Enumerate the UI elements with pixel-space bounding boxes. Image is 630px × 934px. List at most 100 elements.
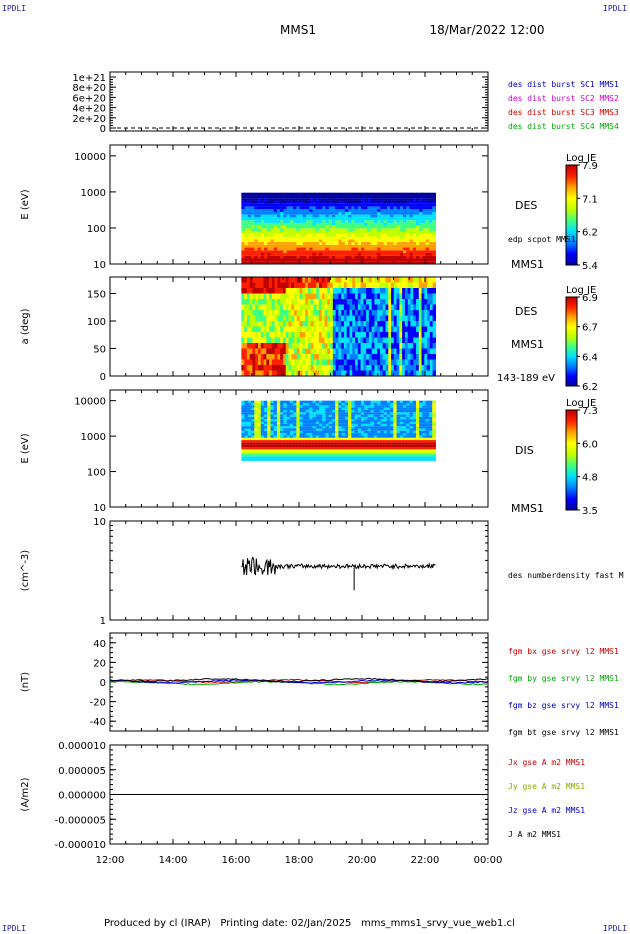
spectrogram-cell	[344, 239, 349, 243]
spectrogram-cell	[383, 192, 388, 196]
spectrogram-cell	[270, 435, 275, 438]
spectrogram-cell	[276, 423, 281, 427]
y-tick-label: -0.000010	[55, 840, 106, 851]
spectrogram-cell	[419, 437, 424, 441]
spectrogram-cell	[309, 206, 314, 210]
spectrogram-cell	[391, 326, 395, 332]
spectrogram-cell	[370, 250, 375, 254]
spectrogram-cell	[331, 419, 336, 422]
spectrogram-cell	[260, 435, 265, 438]
spectrogram-cell	[283, 446, 288, 450]
spectrogram-cell	[432, 315, 436, 321]
spectrogram-cell	[247, 203, 252, 207]
spectrogram-cell	[348, 440, 352, 443]
spectrogram-cell	[432, 435, 436, 438]
spectrogram-cell	[346, 348, 351, 354]
spectrogram-cell	[327, 293, 331, 299]
spectrogram-cell	[357, 370, 362, 376]
spectrogram-cell	[286, 421, 291, 424]
spectrogram-cell	[354, 236, 359, 240]
spectrogram-cell	[244, 255, 249, 259]
spectrogram-cell	[367, 456, 372, 459]
spectrogram-cell	[380, 419, 385, 422]
spectrogram-cell	[432, 407, 436, 410]
spectrogram-cell	[312, 206, 317, 210]
spectrogram-cell	[247, 242, 252, 245]
spectrogram-cell	[331, 255, 336, 259]
spectrogram-cell	[406, 233, 411, 237]
spectrogram-cell	[291, 288, 295, 294]
spectrogram-cell	[367, 414, 372, 417]
spectrogram-cell	[273, 416, 278, 420]
spectrogram-cell	[327, 354, 331, 360]
spectrogram-cell	[377, 433, 382, 436]
spectrogram-cell	[269, 332, 273, 338]
spectrogram-cell	[419, 255, 424, 259]
spectrogram-cell	[421, 343, 425, 349]
spectrogram-cell	[271, 337, 276, 343]
spectrogram-cell	[306, 419, 310, 422]
spectrogram-cell	[386, 444, 391, 447]
spectrogram-cell	[280, 228, 284, 232]
spectrogram-cell	[282, 288, 287, 294]
spectrogram-cell	[379, 348, 384, 354]
spectrogram-cell	[357, 412, 362, 415]
spectrogram-cell	[388, 310, 392, 316]
spectrogram-cell	[348, 261, 352, 264]
spectrogram-cell	[286, 258, 291, 262]
spectrogram-cell	[263, 250, 268, 254]
spectrogram-cell	[277, 359, 281, 365]
spectrogram-cell	[296, 255, 301, 259]
spectrogram-cell	[299, 231, 304, 234]
spectrogram-cell	[241, 433, 246, 436]
spectrogram-cell	[247, 211, 252, 215]
spectrogram-cell	[280, 435, 284, 438]
spectrogram-cell	[241, 315, 245, 321]
spectrogram-cell	[354, 253, 359, 256]
spectrogram-cell	[296, 222, 301, 226]
spectrogram-cell	[291, 359, 295, 365]
spectrogram-cell	[393, 453, 398, 457]
spectrogram-cell	[383, 222, 388, 226]
spectrogram-cell	[330, 293, 334, 299]
spectrogram-cell	[343, 304, 348, 310]
spectrogram-cell	[325, 442, 330, 445]
spectrogram-cell	[393, 442, 398, 445]
spectrogram-cell	[263, 321, 267, 327]
spectrogram-cell	[371, 277, 376, 283]
spectrogram-cell	[280, 231, 284, 234]
y-tick-label: -40	[90, 717, 106, 728]
spectrogram-cell	[370, 258, 375, 262]
spectrogram-cell	[390, 437, 394, 441]
spectrogram-cell	[293, 451, 297, 454]
spectrogram-cell	[273, 195, 278, 199]
spectrogram-cell	[427, 293, 431, 299]
spectrogram-cell	[386, 446, 391, 450]
spectrogram-cell	[413, 337, 417, 343]
spectrogram-cell	[390, 211, 394, 215]
spectrogram-cell	[289, 419, 294, 422]
spectrogram-cell	[296, 236, 301, 240]
spectrogram-cell	[286, 451, 291, 454]
spectrogram-cell	[267, 416, 272, 420]
spectrogram-cell	[377, 446, 382, 450]
spectrogram-cell	[335, 428, 339, 431]
spectrogram-cell	[390, 231, 394, 234]
spectrogram-cell	[354, 400, 359, 403]
spectrogram-cell	[388, 299, 392, 305]
spectrogram-cell	[380, 236, 385, 240]
spectrogram-cell	[280, 407, 284, 410]
spectrogram-cell	[325, 228, 330, 232]
spectrogram-cell	[427, 348, 431, 354]
spectrogram-cell	[276, 430, 281, 434]
spectrogram-cell	[305, 326, 309, 332]
spectrogram-cell	[291, 326, 295, 332]
spectrogram-cell	[374, 365, 378, 371]
spectrogram-cell	[380, 402, 385, 406]
spectrogram-cell	[390, 458, 394, 461]
spectrogram-cell	[263, 242, 268, 245]
spectrogram-cell	[293, 458, 297, 461]
spectrogram-cell	[357, 321, 362, 327]
spectrogram-cell	[373, 239, 378, 243]
spectrogram-cell	[425, 211, 430, 215]
